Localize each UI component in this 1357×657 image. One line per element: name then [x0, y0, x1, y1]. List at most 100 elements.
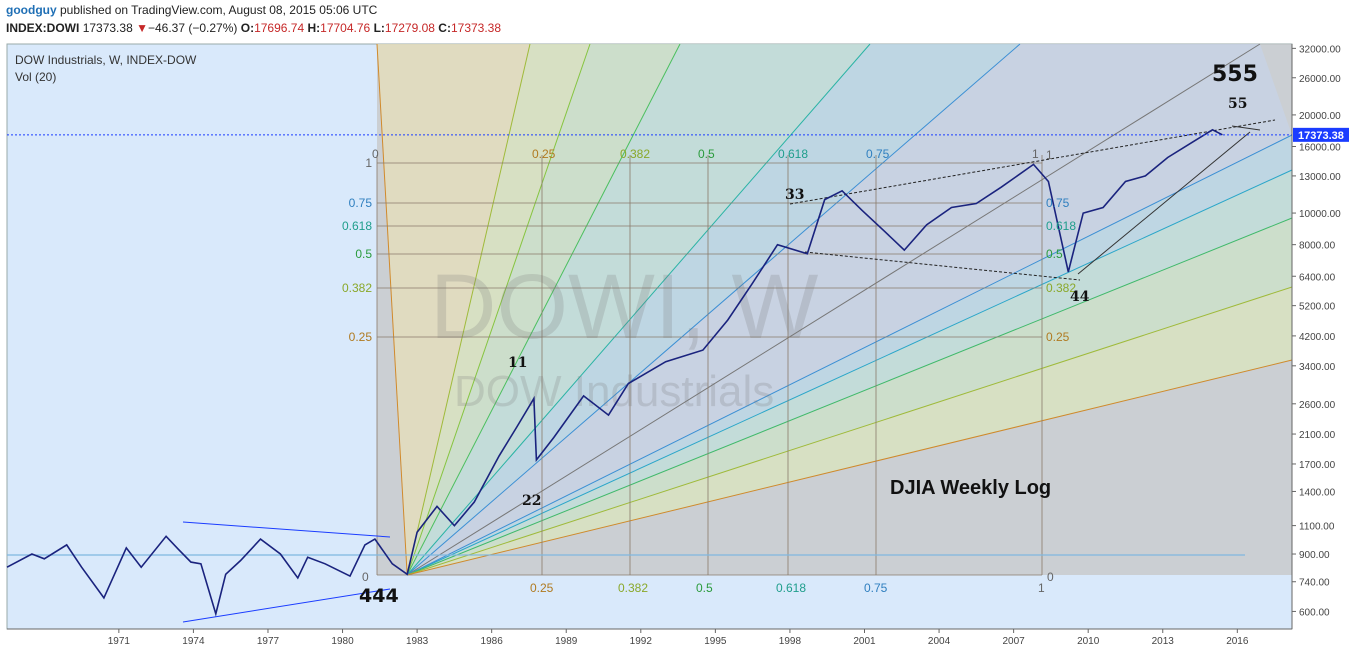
fan-line — [406, 169, 1293, 576]
last-price: 17373.38 — [82, 21, 133, 35]
down-arrow-icon: ▼ — [136, 21, 148, 35]
y-tick-label: 2100.00 — [1299, 430, 1336, 441]
low-value: 17279.08 — [384, 21, 435, 35]
high-label: H: — [307, 21, 321, 35]
fib-time-lines — [376, 155, 1043, 575]
open-value: 17696.74 — [254, 21, 305, 35]
y-tick-label: 740.00 — [1299, 578, 1330, 589]
fib-labels: 0 0.25 0.25 0.382 0.382 0.5 0.5 0.618 0.618 0.75 0… — [342, 147, 1076, 595]
wave-label-555: 555 — [1212, 62, 1258, 87]
fan-line — [406, 217, 1293, 576]
fib-price-label: 0.382 — [342, 281, 372, 295]
y-tick-label: 13000.00 — [1299, 172, 1341, 183]
fib-time-label: 1 — [1032, 147, 1039, 161]
trendline — [804, 251, 1081, 281]
x-tick-label: 1971 — [108, 636, 131, 647]
fib-price-label: 0.618 — [1046, 219, 1076, 233]
x-axis: 1971 1974 1977 1980 1983 1986 1989 1992 1995 1998… — [7, 628, 1292, 647]
wave-label-22: 22 — [522, 493, 541, 509]
wave-label-444: 444 — [359, 585, 399, 607]
high-value: 17704.76 — [320, 21, 371, 35]
y-tick-label: 26000.00 — [1299, 74, 1341, 85]
fan-line — [406, 134, 1293, 576]
y-tick-label: 2600.00 — [1299, 400, 1336, 411]
y-tick-label: 10000.00 — [1299, 209, 1341, 220]
fib-price-label: 1 — [365, 156, 372, 170]
fib-time-label: 0.382 — [618, 581, 648, 595]
fib-price-label: 0.25 — [349, 330, 373, 344]
volume-indicator[interactable]: Vol (20) — [15, 70, 57, 84]
fan-line — [406, 43, 531, 576]
wave-label-11: 11 — [508, 355, 527, 371]
x-tick-label: 1977 — [257, 636, 280, 647]
x-tick-label: 2007 — [1002, 636, 1025, 647]
y-axis: 32000.00 26000.00 20000.00 16000.00 13000.00… — [1291, 44, 1341, 629]
open-label: O: — [240, 21, 255, 35]
wave-label-33: 33 — [785, 187, 804, 203]
price-marker-label: 17373.38 — [1298, 130, 1344, 142]
trendline — [789, 119, 1276, 205]
fib-price-label: 0.25 — [1046, 330, 1070, 344]
price-series-line — [6, 128, 1223, 617]
publisher-line: goodguy published on TradingView.com, Au… — [6, 3, 377, 17]
x-tick-label: 2013 — [1152, 636, 1175, 647]
fib-fan-group — [376, 43, 1293, 576]
x-tick-label: 2004 — [928, 636, 951, 647]
fib-time-label: 0.618 — [778, 147, 808, 161]
y-tick-label: 4200.00 — [1299, 332, 1336, 343]
wave-label-44: 44 — [1070, 289, 1090, 305]
fib-time-label: 0.618 — [776, 581, 806, 595]
price-chart[interactable]: DOWI, W DOW Industrials 0 0.25 0.25 0.382 0.… — [0, 40, 1357, 657]
x-tick-label: 1986 — [481, 636, 504, 647]
y-tick-label: 6400.00 — [1299, 272, 1336, 283]
username[interactable]: goodguy — [6, 3, 57, 17]
legend-title: DOW Industrials, W, INDEX-DOW — [15, 53, 197, 67]
fib-price-label: 0 — [1047, 570, 1054, 584]
y-tick-label: 1400.00 — [1299, 487, 1336, 498]
y-tick-label: 600.00 — [1299, 607, 1330, 618]
fib-price-label: 0.75 — [349, 196, 373, 210]
ohlc-line: INDEX:DOWI 17373.38 ▼−46.37 (−0.27%) O:1… — [6, 21, 501, 35]
x-tick-label: 1989 — [555, 636, 578, 647]
fan-line — [406, 43, 681, 576]
annotation-main: DJIA Weekly Log — [890, 477, 1051, 499]
fib-time-label: 0.75 — [866, 147, 890, 161]
y-tick-label: 20000.00 — [1299, 111, 1341, 122]
fib-price-label: 1 — [1046, 148, 1053, 162]
close-value: 17373.38 — [450, 21, 502, 35]
fan-line — [406, 43, 871, 576]
x-tick-label: 1974 — [182, 636, 205, 647]
fan-line — [376, 43, 408, 576]
y-tick-label: 5200.00 — [1299, 302, 1336, 313]
trendline — [1231, 125, 1261, 131]
price-marker: 17373.38 — [1293, 127, 1349, 142]
symbol: INDEX:DOWI — [6, 21, 80, 35]
fib-time-label: 0.75 — [864, 581, 888, 595]
fib-price-lines — [7, 162, 1245, 576]
y-tick-label: 16000.00 — [1299, 143, 1341, 154]
fib-price-label: 0.5 — [355, 247, 372, 261]
low-label: L: — [373, 21, 385, 35]
fib-price-label: 0.75 — [1046, 196, 1070, 210]
fib-time-label: 0 — [372, 147, 379, 161]
y-tick-label: 900.00 — [1299, 550, 1330, 561]
watermark-sub: DOW Industrials — [454, 367, 774, 416]
watermark-main: DOWI, W — [430, 256, 819, 358]
fan-line — [406, 43, 1021, 576]
y-tick-label: 1100.00 — [1299, 522, 1335, 533]
x-tick-label: 2001 — [853, 636, 876, 647]
x-tick-label: 2010 — [1077, 636, 1100, 647]
y-tick-label: 1700.00 — [1299, 460, 1336, 471]
fib-time-label: 0.5 — [696, 581, 713, 595]
fib-price-label: 0.5 — [1046, 247, 1063, 261]
fan-line — [406, 43, 1261, 576]
trendline — [182, 521, 391, 538]
y-tick-label: 32000.00 — [1299, 44, 1341, 55]
fan-zone — [407, 44, 1292, 576]
fib-time-label: 0 — [362, 570, 369, 584]
wave-label-55: 55 — [1228, 96, 1247, 112]
trendlines — [182, 119, 1276, 623]
x-tick-label: 1983 — [406, 636, 429, 647]
price-change: −46.37 (−0.27%) — [147, 21, 238, 35]
x-tick-label: 2016 — [1226, 636, 1249, 647]
